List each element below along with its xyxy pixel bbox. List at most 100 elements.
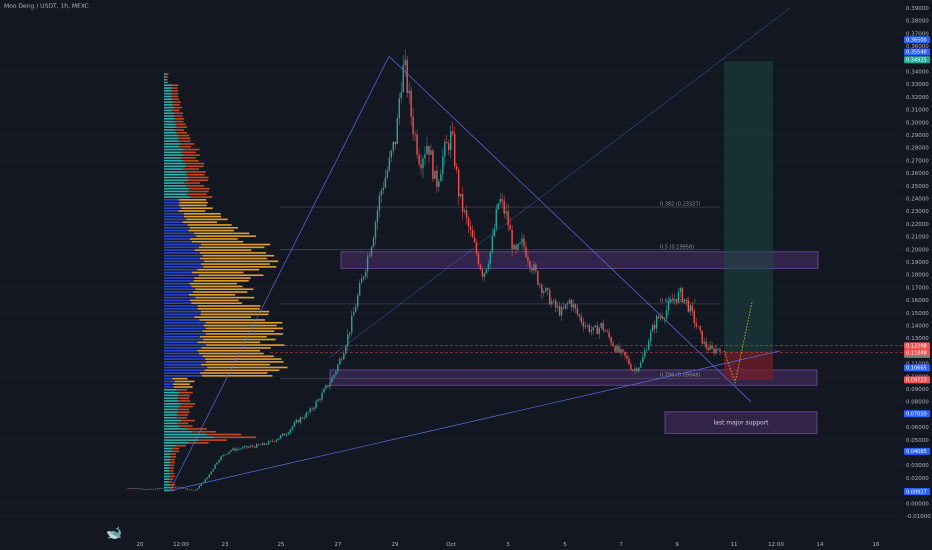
volume-profile-bar (164, 417, 177, 419)
volume-profile-bar (164, 344, 206, 346)
candle-body (302, 418, 303, 419)
x-tick-label: 16 (873, 542, 880, 548)
candle-body (234, 448, 235, 450)
candle-body (329, 383, 330, 387)
x-tick-label: 29 (392, 542, 399, 548)
fib-level-label: 0.382 (0.23327) (660, 202, 701, 208)
candle-body (454, 134, 455, 167)
candle-body (387, 170, 388, 177)
candle-body (395, 142, 396, 144)
volume-profile-bar (164, 238, 190, 240)
candle-body (563, 307, 564, 308)
candle-body (205, 479, 206, 482)
volume-profile-bar (164, 82, 166, 84)
volume-profile-bar (190, 227, 238, 229)
candle-body (216, 463, 217, 465)
volume-profile-bar (177, 126, 187, 128)
candle-body (179, 487, 180, 488)
volume-profile-bar (189, 191, 209, 193)
y-tick-label: 0.30000 (906, 120, 929, 126)
candle-body (597, 326, 598, 334)
volume-profile-bar (203, 330, 275, 332)
volume-profile-bar (186, 219, 227, 221)
volume-profile-bar (164, 252, 200, 254)
candle-body (403, 65, 404, 92)
volume-profile-bar (164, 414, 177, 416)
candle-body (430, 151, 431, 155)
volume-profile-bar (171, 87, 177, 89)
candle-body (335, 371, 336, 375)
trendline (389, 56, 751, 401)
volume-profile-bar (196, 235, 256, 237)
volume-profile-bar (164, 244, 201, 246)
volume-profile-bar (173, 101, 181, 103)
volume-profile-bar (164, 179, 188, 181)
volume-profile-bar (164, 372, 200, 374)
volume-profile-bar (164, 163, 186, 165)
volume-profile-bar (170, 473, 175, 475)
candle-body (404, 60, 405, 65)
volume-profile-bar (188, 428, 207, 430)
candle-body (529, 261, 530, 268)
volume-profile-bar (186, 165, 204, 167)
candle-body (214, 464, 215, 468)
candle-body (212, 469, 213, 472)
candle-body (535, 264, 536, 271)
candle-body (199, 486, 200, 489)
candle-body (149, 489, 150, 490)
candle-body (482, 269, 483, 276)
candle-body (620, 349, 621, 352)
volume-profile-bar (199, 353, 264, 355)
volume-profile-bar (164, 121, 175, 123)
y-tick-label: 0.39000 (906, 6, 929, 12)
volume-profile-bar (194, 277, 250, 279)
price-tag-label: 0.35540 (906, 50, 927, 56)
candle-body (492, 236, 493, 251)
price-tag-label: 0.12398 (906, 344, 927, 350)
candle-body (442, 156, 443, 174)
volume-profile-bar (215, 437, 256, 439)
volume-profile-bar (177, 389, 187, 391)
volume-profile-bar (164, 143, 181, 145)
candle-body (385, 177, 386, 187)
volume-profile-bar (164, 146, 179, 148)
candle-body (682, 288, 683, 302)
candle-body (709, 345, 710, 350)
candle-body (606, 331, 607, 332)
candle-body (680, 288, 681, 292)
candle-body (553, 301, 554, 302)
candle-body (604, 330, 605, 331)
tradingview-logo-icon: 🐋 (106, 526, 122, 541)
volume-profile-bar (164, 403, 181, 405)
volume-profile-bar (188, 179, 208, 181)
fib-level-label: 0.5 (0.19958) (660, 244, 694, 250)
candle-body (254, 447, 255, 448)
candle-body (410, 91, 411, 117)
candle-body (195, 490, 196, 491)
candle-body (626, 355, 627, 358)
candle-body (561, 307, 562, 315)
volume-profile-bar (164, 364, 201, 366)
volume-profile-bar (164, 135, 178, 137)
candle-body (551, 301, 552, 304)
x-tick-label: 25 (278, 542, 285, 548)
candle-body (591, 330, 592, 332)
candle-body (486, 269, 487, 273)
candle-body (288, 433, 289, 435)
volume-profile-bar (180, 406, 193, 408)
volume-profile-bar (164, 272, 192, 274)
volume-profile-bar (164, 411, 178, 413)
candle-body (375, 222, 376, 238)
candle-body (361, 279, 362, 284)
volume-profile-bar (164, 207, 181, 209)
candle-body (309, 408, 310, 412)
volume-profile-bar (164, 216, 184, 218)
candle-body (351, 315, 352, 332)
candle-body (325, 385, 326, 388)
candle-body (153, 489, 154, 490)
candle-body (666, 310, 667, 318)
candle-body (292, 427, 293, 430)
candle-body (424, 154, 425, 159)
volume-profile-bar (164, 316, 194, 318)
